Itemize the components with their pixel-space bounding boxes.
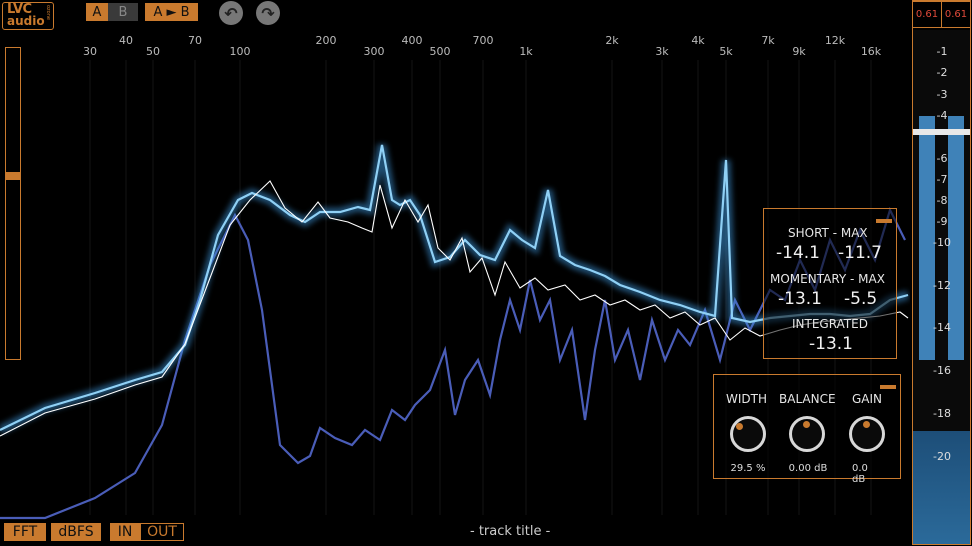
spectrum-reference-trace bbox=[0, 180, 909, 437]
meter-db-label: -8 bbox=[936, 194, 948, 207]
integrated-value: -13.1 bbox=[809, 334, 853, 354]
width-value: 29.5 % bbox=[730, 463, 766, 474]
peak-left-box[interactable]: 0.61 bbox=[912, 0, 942, 28]
freq-label-5k: 5k bbox=[719, 45, 733, 58]
short-max-label: SHORT - MAX bbox=[788, 226, 868, 240]
peak-left-value: 0.61 bbox=[915, 8, 939, 20]
panel-corner-handle[interactable] bbox=[876, 219, 892, 223]
balance-value: 0.00 dB bbox=[788, 463, 828, 474]
freq-label-3k: 3k bbox=[655, 45, 669, 58]
spectrum-analyzer bbox=[0, 60, 910, 520]
short-term-value: -14.1 bbox=[776, 243, 820, 263]
freq-label-300: 300 bbox=[363, 45, 385, 58]
balance-knob[interactable] bbox=[789, 416, 825, 452]
redo-button[interactable]: ↷ bbox=[256, 1, 280, 25]
short-term-max-value: -11.7 bbox=[838, 243, 882, 263]
balance-label: BALANCE bbox=[779, 392, 836, 406]
freq-label-30: 30 bbox=[83, 45, 97, 58]
knob-indicator bbox=[803, 421, 810, 428]
preset-a-button[interactable]: A bbox=[86, 3, 108, 21]
freq-label-12k: 12k bbox=[824, 34, 846, 47]
freq-label-50: 50 bbox=[146, 45, 160, 58]
freq-label-70: 70 bbox=[188, 34, 202, 47]
brand-logo: LVC audio ozone bbox=[2, 2, 54, 30]
meter-db-label: -16 bbox=[933, 364, 951, 377]
freq-label-40: 40 bbox=[119, 34, 133, 47]
momentary-max-value: -5.5 bbox=[844, 289, 878, 309]
freq-label-100: 100 bbox=[229, 45, 251, 58]
vertical-slider-track[interactable] bbox=[5, 47, 21, 360]
gain-label: GAIN bbox=[852, 392, 883, 406]
freq-label-9k: 9k bbox=[792, 45, 806, 58]
meter-bar-right bbox=[948, 116, 964, 360]
logo-tag: ozone bbox=[45, 5, 51, 20]
freq-label-2k: 2k bbox=[605, 34, 619, 47]
freq-label-400: 400 bbox=[401, 34, 423, 47]
meter-db-label: -6 bbox=[936, 152, 948, 165]
freq-label-700: 700 bbox=[472, 34, 494, 47]
fft-button[interactable]: FFT bbox=[4, 523, 46, 541]
knob-indicator bbox=[863, 421, 870, 428]
freq-label-16k: 16k bbox=[860, 45, 882, 58]
logo-line2: audio bbox=[7, 14, 45, 28]
meter-db-label: -3 bbox=[936, 88, 948, 101]
loudness-panel: SHORT - MAX -14.1 -11.7 MOMENTARY - MAX … bbox=[763, 208, 897, 359]
meter-db-label: -2 bbox=[936, 66, 948, 79]
stereo-panel: WIDTH BALANCE GAIN 29.5 % 0.00 dB 0.0 dB bbox=[713, 374, 901, 485]
knob-indicator bbox=[736, 423, 743, 430]
spectrum-main-trace bbox=[0, 144, 909, 431]
meter-db-label: -12 bbox=[933, 279, 951, 292]
meter-db-label: -9 bbox=[936, 215, 948, 228]
meter-bar-left bbox=[919, 116, 935, 360]
integrated-label: INTEGRATED bbox=[792, 317, 869, 331]
track-title: - track title - bbox=[470, 524, 551, 539]
copy-a-to-b-button[interactable]: A ► B bbox=[145, 3, 198, 21]
meter-db-label: -18 bbox=[933, 407, 951, 420]
gain-value: 0.0 dB bbox=[852, 463, 868, 485]
redo-arrow-icon: ↷ bbox=[261, 3, 275, 23]
momentary-value: -13.1 bbox=[778, 289, 822, 309]
preset-b-button[interactable]: B bbox=[108, 3, 138, 21]
logo-line1: LVC bbox=[7, 2, 32, 17]
freq-label-1k: 1k bbox=[519, 45, 533, 58]
meter-db-label: -14 bbox=[933, 321, 951, 334]
vertical-slider-handle[interactable] bbox=[6, 172, 20, 180]
meter-db-label: -7 bbox=[936, 173, 948, 186]
freq-label-200: 200 bbox=[315, 34, 337, 47]
meter-db-label: -20 bbox=[933, 450, 951, 463]
undo-button[interactable]: ↶ bbox=[219, 1, 243, 25]
meter-threshold-marker[interactable] bbox=[913, 129, 970, 135]
gain-knob[interactable] bbox=[849, 416, 885, 452]
width-label: WIDTH bbox=[726, 392, 767, 406]
freq-label-7k: 7k bbox=[761, 34, 775, 47]
undo-arrow-icon: ↶ bbox=[224, 3, 238, 23]
input-button[interactable]: IN bbox=[110, 523, 140, 541]
momentary-max-label: MOMENTARY - MAX bbox=[770, 272, 885, 286]
freq-label-4k: 4k bbox=[691, 34, 705, 47]
meter-db-label: -4 bbox=[936, 109, 948, 122]
peak-right-value: 0.61 bbox=[944, 8, 968, 20]
meter-db-label: -1 bbox=[936, 45, 948, 58]
width-knob[interactable] bbox=[730, 416, 766, 452]
meter-db-label: -10 bbox=[933, 236, 951, 249]
dbfs-button[interactable]: dBFS bbox=[51, 523, 101, 541]
freq-label-500: 500 bbox=[429, 45, 451, 58]
output-button[interactable]: OUT bbox=[140, 523, 184, 541]
panel-corner-handle[interactable] bbox=[880, 385, 896, 389]
peak-right-box[interactable]: 0.61 bbox=[941, 0, 971, 28]
